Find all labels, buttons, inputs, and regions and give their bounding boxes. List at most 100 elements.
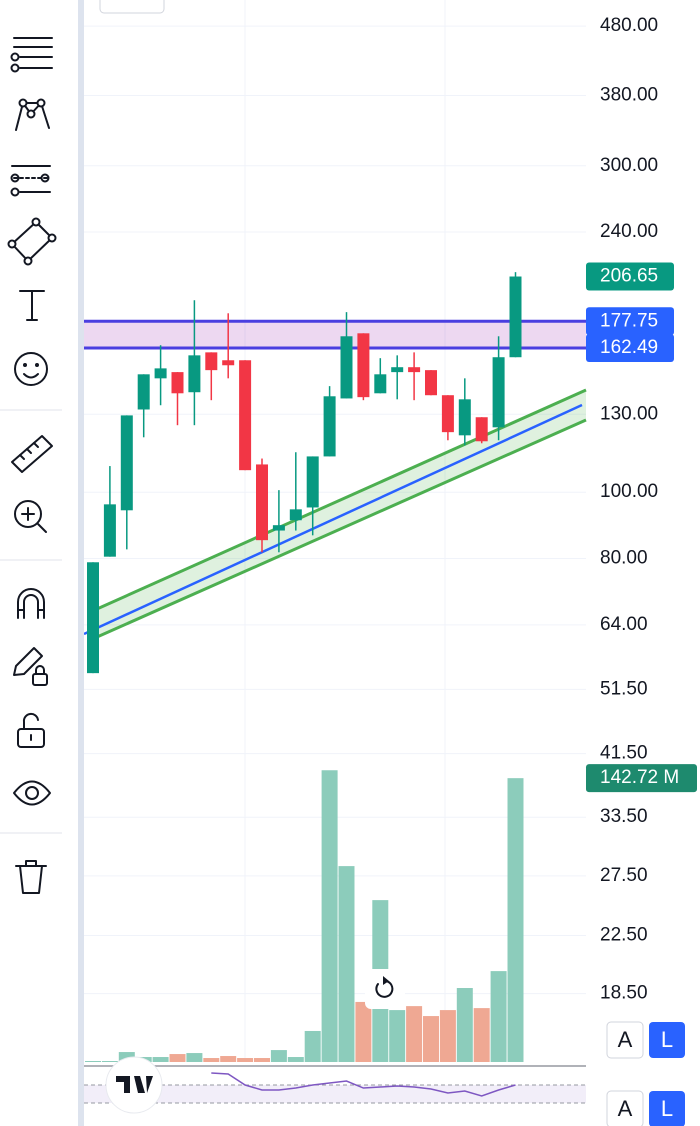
auto-button-bg[interactable] [606,1021,644,1059]
volume-bar [118,1052,135,1062]
fib-icon[interactable] [10,165,51,197]
volume-bar [101,1061,118,1062]
candle-body [205,352,218,371]
volume-bar [270,1050,287,1062]
volume-bar [85,1061,101,1062]
rsi-band [84,1085,586,1103]
reset-button-bg[interactable] [365,969,405,1009]
shape-icon[interactable] [7,217,57,266]
y-tick-label: 41.50 [600,743,648,764]
y-tick-label: 22.50 [600,925,648,946]
candle-body [492,357,505,428]
candle-body [357,333,370,398]
volume-bar [389,1010,406,1062]
y-tick-label: 18.50 [600,983,648,1004]
log-button[interactable]: L [661,1027,673,1052]
candle-body [256,464,268,541]
auto-button[interactable]: A [618,1096,633,1121]
candle-body [391,367,404,373]
candle-body [171,372,184,394]
price-label-bg [586,262,674,291]
y-tick-label: 380.00 [600,85,658,106]
candle-body [87,562,99,674]
channel-fill [88,390,586,641]
volume-bar [203,1058,220,1062]
reset-icon [375,980,394,998]
candle-body [137,374,150,410]
candle-body [458,399,471,436]
volume-bar [287,1057,304,1062]
top-button[interactable] [99,0,165,14]
candle-body [441,395,454,433]
text-icon[interactable] [19,290,45,321]
y-tick-label: 240.00 [600,221,658,242]
volume-bar [456,988,473,1062]
volume-bar [423,1016,439,1062]
volume-bar [355,1001,372,1062]
volume-bar [304,1030,321,1062]
y-tick-label: 27.50 [600,865,648,886]
volume-bar [152,1057,169,1062]
price-label-bg [586,333,674,362]
y-tick-label: 33.50 [600,806,648,827]
y-tick-label: 80.00 [600,548,648,569]
toolbar-divider [78,0,84,1126]
reset-button[interactable] [365,969,405,1009]
rsi-pane [84,1065,586,1104]
visibility-icon[interactable] [13,780,51,806]
pattern-icon[interactable] [15,98,50,131]
candle-body [239,360,252,471]
emoji-icon[interactable] [14,352,48,386]
candle-body [475,417,488,442]
price-label: 206.65 [600,266,658,287]
log-button-bg[interactable] [649,1022,685,1058]
reset-arrow [383,976,389,985]
candle-body [289,509,302,521]
zoom-icon[interactable] [14,500,47,533]
candles [87,272,522,674]
volume-bar [507,778,524,1062]
candle-body [340,336,353,399]
candle-body [306,456,319,508]
y-tick-label: 100.00 [600,481,658,502]
unlock-icon[interactable] [17,712,45,748]
candle-body [222,360,235,366]
rectangle-drawing [84,319,586,350]
log-button[interactable]: L [661,1096,673,1121]
crosshair-menu-icon[interactable] [10,37,53,73]
scale-buttons: A L A L [606,1021,685,1126]
auto-button-bg[interactable] [606,1090,644,1126]
candle-body [103,504,116,557]
y-tick-label: 480.00 [600,15,658,36]
log-button-bg[interactable] [649,1091,685,1126]
price-scale: 480.00 380.00 300.00 240.00 130.00 100.00 80.0… [586,15,697,1004]
candle-body [408,367,421,373]
ruler-icon[interactable] [11,435,53,473]
y-tick-label: 130.00 [600,403,658,424]
price-label-bg [586,307,674,336]
candle-body [188,355,201,393]
lock-drawing-icon[interactable] [13,647,48,686]
candle-body [425,370,437,396]
volume-bar [237,1058,254,1062]
volume-bar [406,1006,423,1062]
volume-bar [321,770,338,1062]
delete-icon[interactable] [15,860,47,894]
volume-bar [169,1054,186,1062]
candle-body [374,374,387,394]
volume-bar [220,1056,237,1062]
y-tick-label: 51.50 [600,678,648,699]
logo [105,1056,163,1114]
candle-body [323,396,336,457]
volume-bar [254,1058,270,1062]
magnet-icon[interactable] [17,588,45,619]
rectangle-fill [84,321,586,348]
price-label: 177.75 [600,310,658,331]
volume-bar [439,1010,456,1062]
channel-middle [83,403,583,636]
toolbar [0,37,62,894]
volume-bar [490,971,507,1062]
auto-button[interactable]: A [618,1027,633,1052]
volume-bar [338,866,355,1062]
